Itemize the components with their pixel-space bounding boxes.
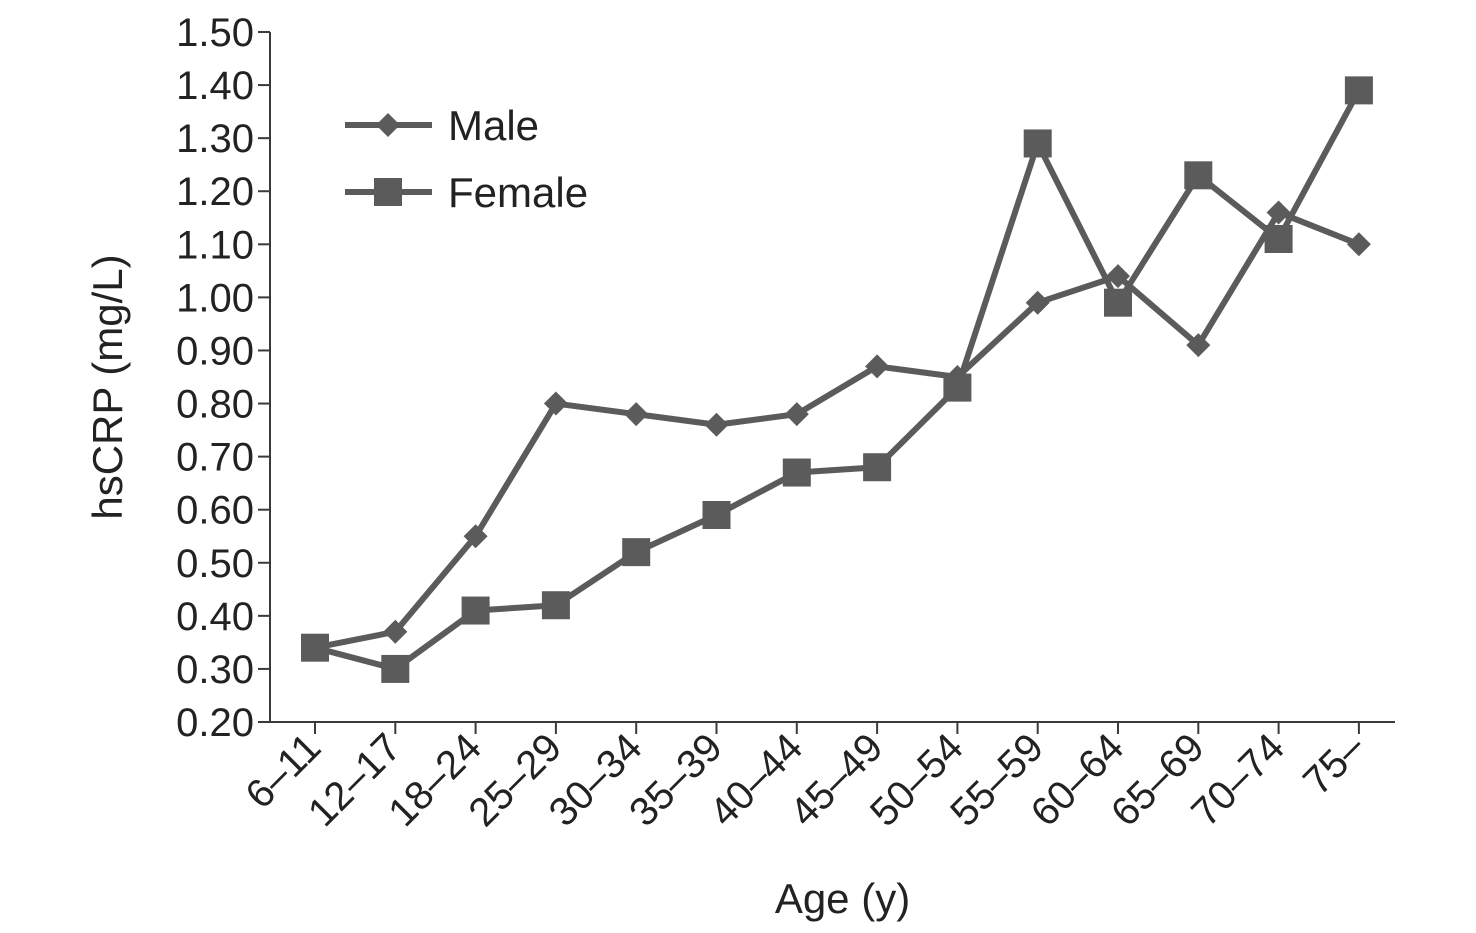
y-tick-label: 1.50 bbox=[176, 11, 254, 55]
data-point-female bbox=[461, 596, 490, 625]
x-tick-label: 60–64 bbox=[1023, 725, 1133, 835]
data-point-female bbox=[782, 458, 811, 487]
y-tick-label: 0.20 bbox=[176, 701, 254, 745]
x-tick-label: 45–49 bbox=[782, 725, 892, 835]
data-point-male bbox=[1025, 290, 1050, 315]
y-tick-label: 0.70 bbox=[176, 436, 254, 480]
data-point-male bbox=[704, 412, 729, 437]
data-point-male bbox=[543, 391, 568, 416]
x-tick-label: 65–69 bbox=[1103, 725, 1213, 835]
data-point-male bbox=[463, 524, 488, 549]
data-point-female bbox=[1023, 129, 1052, 158]
series-group bbox=[301, 76, 1373, 683]
y-tick-label: 1.00 bbox=[176, 276, 254, 320]
data-point-female bbox=[622, 538, 651, 567]
series-line-male bbox=[314, 209, 1361, 651]
x-tick-label: 30–34 bbox=[541, 725, 651, 835]
legend-item-female: Female bbox=[345, 169, 588, 216]
data-point-female bbox=[1104, 288, 1132, 317]
y-tick-label: 0.40 bbox=[176, 595, 254, 639]
legend-label: Female bbox=[448, 169, 588, 216]
data-point-male bbox=[1266, 200, 1291, 225]
data-point-female bbox=[943, 373, 972, 402]
y-tick-label: 0.30 bbox=[176, 648, 254, 692]
x-tick-label: 75– bbox=[1295, 725, 1374, 804]
x-tick-label: 40–44 bbox=[701, 725, 811, 835]
data-point-female bbox=[381, 654, 410, 683]
data-point-male bbox=[383, 619, 408, 644]
x-tick-label: 18–24 bbox=[380, 725, 490, 835]
x-ticks: 6–1112–1718–2425–2930–3435–3940–4445–495… bbox=[237, 722, 1374, 835]
data-point-female bbox=[1264, 225, 1293, 253]
legend: Male Female bbox=[345, 102, 588, 216]
data-point-female bbox=[1344, 76, 1373, 105]
y-axis-title: hsCRP (mg/L) bbox=[84, 254, 131, 519]
x-tick-label: 55–59 bbox=[942, 725, 1052, 835]
legend-marker-diamond bbox=[376, 113, 400, 137]
y-tick-label: 1.10 bbox=[176, 223, 254, 267]
data-point-female bbox=[301, 633, 329, 662]
x-tick-label: 35–39 bbox=[621, 725, 731, 835]
x-axis-title: Age (y) bbox=[775, 875, 910, 922]
x-tick-label: 12–17 bbox=[300, 725, 410, 835]
series-male bbox=[303, 200, 1371, 660]
x-tick-label: 70–74 bbox=[1183, 725, 1293, 835]
y-tick-label: 1.40 bbox=[176, 64, 254, 108]
y-tick-label: 1.30 bbox=[176, 117, 254, 161]
x-tick-label: 25–29 bbox=[460, 725, 570, 835]
x-tick-label: 50–54 bbox=[862, 725, 972, 835]
y-tick-label: 1.20 bbox=[176, 170, 254, 214]
legend-label: Male bbox=[448, 102, 539, 149]
data-point-male bbox=[1346, 232, 1371, 257]
data-point-female bbox=[863, 453, 892, 482]
axes bbox=[269, 32, 1395, 723]
y-tick-label: 0.80 bbox=[176, 383, 254, 427]
y-tick-label: 0.50 bbox=[176, 542, 254, 586]
y-ticks: 0.20 0.30 0.40 0.50 0.60 0.70 0.80 0.90 1.00 1.10… bbox=[176, 11, 270, 745]
series-female bbox=[301, 76, 1373, 683]
legend-marker-square bbox=[374, 178, 402, 206]
data-point-male bbox=[1186, 333, 1211, 358]
y-tick-label: 0.90 bbox=[176, 329, 254, 373]
y-tick-label: 0.60 bbox=[176, 489, 254, 533]
legend-item-male: Male bbox=[345, 102, 539, 149]
data-point-female bbox=[541, 591, 570, 620]
data-point-male bbox=[1106, 264, 1130, 289]
data-point-female bbox=[1184, 161, 1213, 190]
data-point-female bbox=[702, 501, 731, 529]
data-point-male bbox=[784, 402, 809, 427]
data-point-male bbox=[624, 402, 649, 427]
data-point-male bbox=[865, 354, 890, 379]
